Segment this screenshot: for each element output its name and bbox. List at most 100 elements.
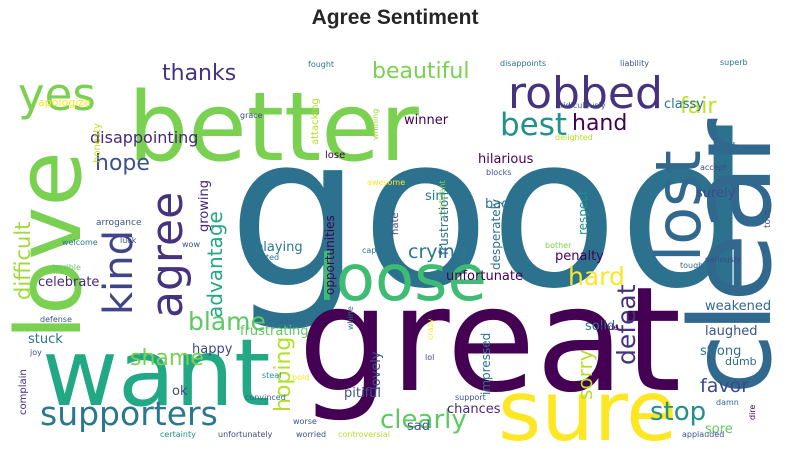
chart-title: Agree Sentiment	[311, 6, 479, 29]
word-best: best	[500, 107, 567, 143]
word-agree: agree	[142, 192, 193, 318]
word-clearly: clearly	[380, 405, 467, 435]
word-strong: strong	[700, 344, 741, 359]
word-want: want	[42, 319, 270, 427]
word-ridiculously: ridiculously	[560, 101, 606, 110]
word-crazy: crazy	[426, 318, 435, 340]
word-disappointing: disappointing	[90, 128, 198, 147]
word-seriously: seriously	[705, 255, 741, 264]
word-good: good	[228, 90, 752, 335]
word-growing: growing	[197, 180, 212, 232]
word-great: great	[298, 256, 681, 425]
word-lovely: lovely	[369, 351, 384, 390]
word-bold: bold	[292, 373, 309, 382]
word-wow: wow	[182, 240, 200, 249]
word-sore: sore	[705, 422, 733, 437]
word-convinced: convinced	[245, 393, 286, 402]
word-celebrate: celebrate	[38, 275, 99, 290]
word-likeable: likeable	[275, 317, 306, 326]
word-blocks: blocks	[486, 168, 511, 177]
word-luck: luck	[120, 236, 137, 245]
word-sure: sure	[498, 363, 677, 450]
word-lol: lol	[425, 353, 434, 362]
word-controversial: controversial	[338, 430, 390, 439]
word-disappoints: disappoints	[500, 59, 546, 68]
word-frustration: frustration	[437, 192, 451, 255]
word-chances: chances	[447, 402, 501, 417]
word-lost: lost	[642, 150, 715, 262]
word-loose: loose	[318, 242, 487, 316]
word-crying: crying	[408, 241, 467, 263]
word-winner: winner	[404, 113, 449, 128]
word-robbed: robbed	[508, 68, 663, 119]
word-welcome: welcome	[62, 238, 98, 247]
word-kind: kind	[96, 230, 142, 315]
word-whining: whining	[371, 109, 380, 140]
word-supporters: supporters	[40, 394, 218, 433]
word-desperately: desperately	[489, 199, 503, 270]
word-fought: fought	[308, 60, 334, 69]
word-arrogance: arrogance	[96, 218, 142, 228]
word-rude: rude	[600, 323, 618, 332]
word-bother: bother	[545, 241, 572, 250]
word-surely: surely	[696, 186, 736, 201]
word-favor: favor	[700, 375, 749, 397]
word-fair: fair	[680, 94, 717, 119]
word-lose: lose	[325, 150, 345, 161]
word-liability: liability	[620, 59, 649, 68]
word-hand: hand	[572, 111, 627, 136]
word-defeat: defeat	[612, 284, 641, 365]
word-noob: noob	[708, 141, 740, 156]
word-happy: happy	[192, 342, 233, 357]
word-stop: stop	[650, 397, 706, 427]
word-superb: superb	[720, 58, 748, 67]
word-terrible: terrible	[52, 263, 81, 272]
word-difficult: difficult	[11, 222, 35, 300]
word-penalty: penalty	[555, 249, 604, 264]
word-hope: hope	[95, 151, 150, 176]
word-love: love	[0, 151, 102, 340]
word-complain: complain	[18, 369, 29, 415]
word-impressed: impressed	[479, 333, 493, 395]
word-dire: dire	[748, 405, 757, 420]
word-hoping: hoping	[271, 337, 296, 412]
word-hard: hard	[568, 262, 625, 291]
word-shame: shame	[130, 346, 204, 371]
word-frustrating: frustrating	[240, 324, 309, 339]
word-delighted: delighted	[555, 133, 593, 142]
word-awesome: awesome	[367, 178, 405, 187]
word-classy: classy	[664, 97, 704, 112]
word-unfortunately: unfortunately	[218, 430, 273, 439]
word-sad: sad	[407, 419, 430, 434]
word-weakened: weakened	[705, 299, 771, 314]
word-blame: blame	[188, 307, 266, 336]
word-tough: tough	[680, 261, 703, 270]
word-unfortunate: unfortunate	[446, 269, 523, 284]
word-hate: hate	[390, 212, 401, 235]
word-joy: joy	[29, 348, 42, 357]
word-better: better	[128, 73, 420, 183]
word-sorry: sorry	[573, 349, 597, 400]
word-stuck: stuck	[28, 332, 63, 347]
word-advantage: advantage	[203, 211, 227, 318]
word-sin: sin	[425, 189, 444, 204]
word-whine: whine	[346, 306, 355, 330]
word-honesty: honesty	[92, 123, 103, 163]
word-apologize: apologize	[38, 96, 91, 109]
word-respect: respect	[576, 190, 590, 235]
word-worried: worried	[296, 430, 326, 439]
word-yes: yes	[18, 68, 96, 121]
word-confident: confident	[438, 180, 447, 218]
word-pitiful: pitiful	[344, 386, 381, 401]
word-clear: clear	[667, 118, 790, 395]
word-grace: grace	[240, 111, 263, 120]
word-steal: steal	[262, 371, 281, 380]
word-applauded: applauded	[682, 430, 724, 439]
word-ok: ok	[172, 384, 188, 399]
word-tout: tout	[763, 209, 773, 228]
word-support: support	[455, 393, 486, 402]
word-bad: bad	[485, 197, 509, 212]
word-thanks: thanks	[162, 61, 236, 86]
word-beautiful: beautiful	[372, 59, 469, 84]
